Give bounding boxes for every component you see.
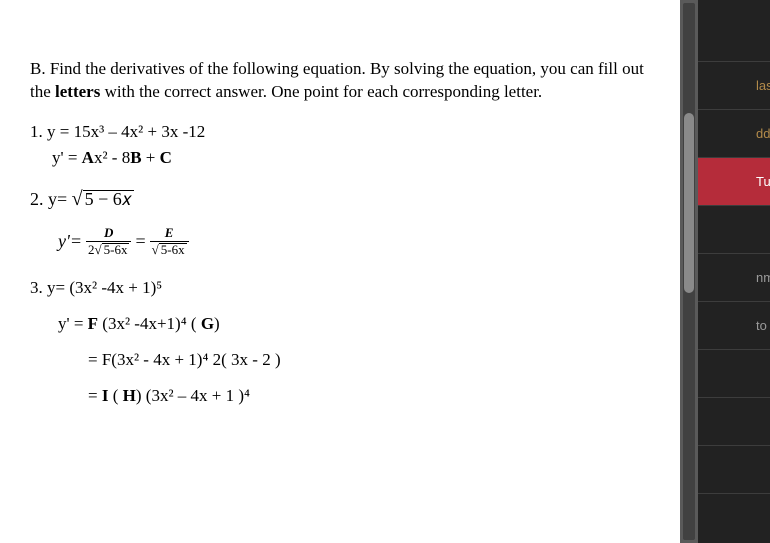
problem-2-eq: 2. y= √ 5 − 6𝑥 [30, 188, 650, 211]
p3-l3a: = [88, 386, 102, 405]
p2-dlead: y'= [58, 231, 82, 252]
sidebar-row-blank4[interactable] [698, 398, 770, 446]
problem-3-line1: y' = F (3x² -4x+1)⁴ ( G) [58, 314, 650, 334]
problem-1-eq: 1. y = 15x³ – 4x² + 3x -12 [30, 122, 650, 142]
section-intro: B. Find the derivatives of the following… [30, 58, 650, 104]
intro-suffix: with the correct answer. One point for e… [100, 82, 542, 101]
right-sidebar: lass dd c Turn nme to C [698, 0, 770, 543]
sidebar-row-blank6[interactable] [698, 494, 770, 542]
p3-l1c: ) [214, 314, 220, 333]
letter-G: G [201, 314, 214, 333]
scrollbar-thumb[interactable] [684, 113, 694, 293]
problem-3-eq: 3. y= (3x² -4x + 1)⁵ [30, 278, 650, 298]
document-page: B. Find the derivatives of the following… [0, 0, 680, 543]
letter-C: C [160, 148, 172, 167]
sidebar-row-blank2[interactable] [698, 206, 770, 254]
scrollbar-track[interactable] [683, 3, 695, 540]
p2-eq: = [135, 231, 145, 252]
p3-l1a: y' = [58, 314, 88, 333]
sidebar-row-blank3[interactable] [698, 350, 770, 398]
fraction-E: E √5-6x [150, 225, 189, 258]
p1-mid1: x² - 8 [94, 148, 130, 167]
letter-A: A [82, 148, 94, 167]
p2-lead: 2. y= [30, 189, 72, 209]
den1: 2√5-6x [86, 241, 131, 258]
sidebar-row-toc[interactable]: to C [698, 302, 770, 350]
letter-B: B [130, 148, 141, 167]
fraction-D: D 2√5-6x [86, 225, 131, 258]
p1-mid2: + [142, 148, 160, 167]
letter-F: F [88, 314, 98, 333]
p3-l1b: (3x² -4x+1)⁴ ( [98, 314, 201, 333]
problem-2-derivative: y'= D 2√5-6x = E √5-6x [58, 225, 650, 258]
den1b: 5-6x [102, 243, 130, 256]
sidebar-row-class[interactable]: lass [698, 62, 770, 110]
den2: √5-6x [150, 241, 189, 258]
p3-l3b: ( [108, 386, 122, 405]
problem-1-derivative: y' = Ax² - 8B + C [52, 148, 650, 168]
sidebar-row-add[interactable]: dd c [698, 110, 770, 158]
den2r: 5-6x [159, 243, 187, 256]
sidebar-row-turn[interactable]: Turn [698, 158, 770, 206]
sqrt-radicand: 5 − 6𝑥 [83, 190, 134, 207]
letter-H: H [123, 386, 136, 405]
letter-E: E [163, 225, 176, 241]
p3-l3c: ) (3x² – 4x + 1 )⁴ [136, 386, 250, 405]
intro-bold: letters [55, 82, 100, 101]
scrollbar-gutter [680, 0, 698, 543]
letter-D: D [102, 225, 115, 241]
sidebar-row-blank1[interactable] [698, 0, 770, 62]
problem-3-line2: = F(3x² - 4x + 1)⁴ 2( 3x - 2 ) [88, 350, 650, 370]
sidebar-row-blank5[interactable] [698, 446, 770, 494]
sidebar-row-nme[interactable]: nme [698, 254, 770, 302]
problem-3-line3: = I ( H) (3x² – 4x + 1 )⁴ [88, 386, 650, 406]
p1-dprefix: y' = [52, 148, 82, 167]
den1a: 2 [88, 242, 95, 257]
